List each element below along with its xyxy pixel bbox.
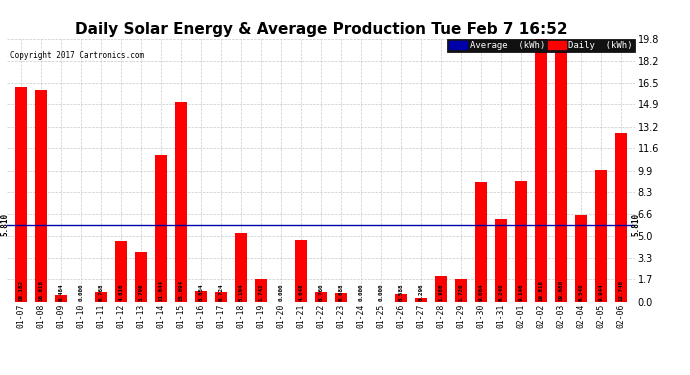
Text: 0.000: 0.000 <box>358 284 364 301</box>
Text: 0.854: 0.854 <box>198 284 204 301</box>
Bar <box>255 279 267 302</box>
Text: 0.484: 0.484 <box>59 284 63 301</box>
Bar <box>475 182 487 302</box>
Bar <box>295 240 307 302</box>
Bar <box>35 90 47 302</box>
Text: 19.680: 19.680 <box>558 280 563 301</box>
Bar <box>95 292 107 302</box>
Text: 9.064: 9.064 <box>478 284 483 301</box>
Text: 9.944: 9.944 <box>598 284 603 301</box>
Bar <box>55 296 67 302</box>
Bar <box>435 276 447 302</box>
Text: 5.194: 5.194 <box>238 284 244 301</box>
Text: 1.980: 1.980 <box>438 284 444 301</box>
Text: 0.768: 0.768 <box>99 284 103 301</box>
Text: 4.616: 4.616 <box>119 284 124 301</box>
Text: 0.588: 0.588 <box>398 284 404 301</box>
Bar <box>115 241 127 302</box>
Text: 1.742: 1.742 <box>258 284 264 301</box>
Bar <box>555 41 566 302</box>
Text: 6.540: 6.540 <box>578 284 583 301</box>
Bar <box>15 87 27 302</box>
Text: 0.000: 0.000 <box>378 284 384 301</box>
Text: 16.182: 16.182 <box>19 280 23 301</box>
Bar <box>315 292 327 302</box>
Bar <box>535 39 546 302</box>
Text: 19.818: 19.818 <box>538 280 543 301</box>
Bar <box>155 156 167 302</box>
Text: 0.000: 0.000 <box>79 284 83 301</box>
Bar <box>215 292 227 302</box>
Bar <box>175 102 187 302</box>
Text: 12.740: 12.740 <box>618 280 623 301</box>
Text: 5.810: 5.810 <box>1 213 10 236</box>
Bar <box>515 181 527 302</box>
Bar <box>615 133 627 302</box>
Text: 15.094: 15.094 <box>179 280 184 301</box>
Bar <box>415 298 427 302</box>
Text: 0.688: 0.688 <box>338 284 344 301</box>
Bar <box>495 219 507 302</box>
Bar <box>335 293 347 302</box>
Text: 6.240: 6.240 <box>498 284 503 301</box>
Text: 11.044: 11.044 <box>159 280 164 301</box>
Bar <box>575 215 586 302</box>
Bar <box>195 291 207 302</box>
Bar <box>595 170 607 302</box>
Text: 9.146: 9.146 <box>518 284 523 301</box>
Text: 5.810: 5.810 <box>632 213 641 236</box>
Text: 0.760: 0.760 <box>318 284 324 301</box>
Text: 0.724: 0.724 <box>218 284 224 301</box>
Bar <box>135 252 147 302</box>
Text: 1.720: 1.720 <box>458 284 463 301</box>
Text: 0.000: 0.000 <box>278 284 284 301</box>
Text: 3.796: 3.796 <box>139 284 144 301</box>
Text: Copyright 2017 Cartronics.com: Copyright 2017 Cartronics.com <box>10 51 144 60</box>
Text: 16.018: 16.018 <box>39 280 43 301</box>
Bar <box>235 233 247 302</box>
Bar <box>455 279 467 302</box>
Legend: Average  (kWh), Daily  (kWh): Average (kWh), Daily (kWh) <box>447 39 635 52</box>
Title: Daily Solar Energy & Average Production Tue Feb 7 16:52: Daily Solar Energy & Average Production … <box>75 22 567 37</box>
Text: 4.648: 4.648 <box>298 284 304 301</box>
Bar <box>395 294 407 302</box>
Text: 0.296: 0.296 <box>418 284 424 301</box>
